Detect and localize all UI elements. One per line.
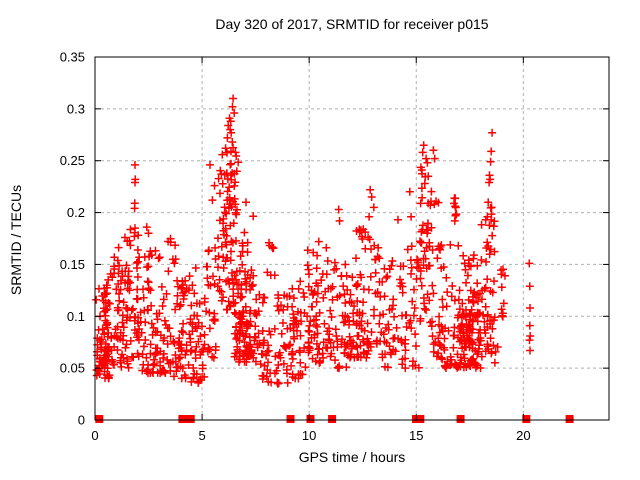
chart-title: Day 320 of 2017, SRMTID for receiver p01… (215, 16, 489, 32)
axis-ticks (94, 56, 609, 421)
svg-text:0.1: 0.1 (67, 309, 85, 324)
scatter-points (92, 94, 535, 388)
svg-text:0.35: 0.35 (60, 50, 85, 65)
svg-text:10: 10 (302, 428, 316, 443)
svg-text:0.05: 0.05 (60, 361, 85, 376)
svg-text:0.25: 0.25 (60, 153, 85, 168)
svg-text:15: 15 (409, 428, 423, 443)
x-axis-label: GPS time / hours (298, 449, 406, 465)
baseline-markers (95, 415, 574, 423)
svg-text:0: 0 (91, 428, 98, 443)
svg-text:5: 5 (198, 428, 205, 443)
svg-text:0.2: 0.2 (67, 205, 85, 220)
plot-border (94, 56, 610, 421)
svg-text:20: 20 (516, 428, 530, 443)
svg-text:0.15: 0.15 (60, 257, 85, 272)
svg-text:0.3: 0.3 (67, 101, 85, 116)
gridlines (95, 57, 609, 420)
svg-text:0: 0 (78, 413, 85, 428)
y-tick-labels: 0 0.05 0.1 0.15 0.2 0.25 0.3 0.35 (60, 50, 85, 428)
x-tick-labels: 0 5 10 15 20 (91, 428, 530, 443)
